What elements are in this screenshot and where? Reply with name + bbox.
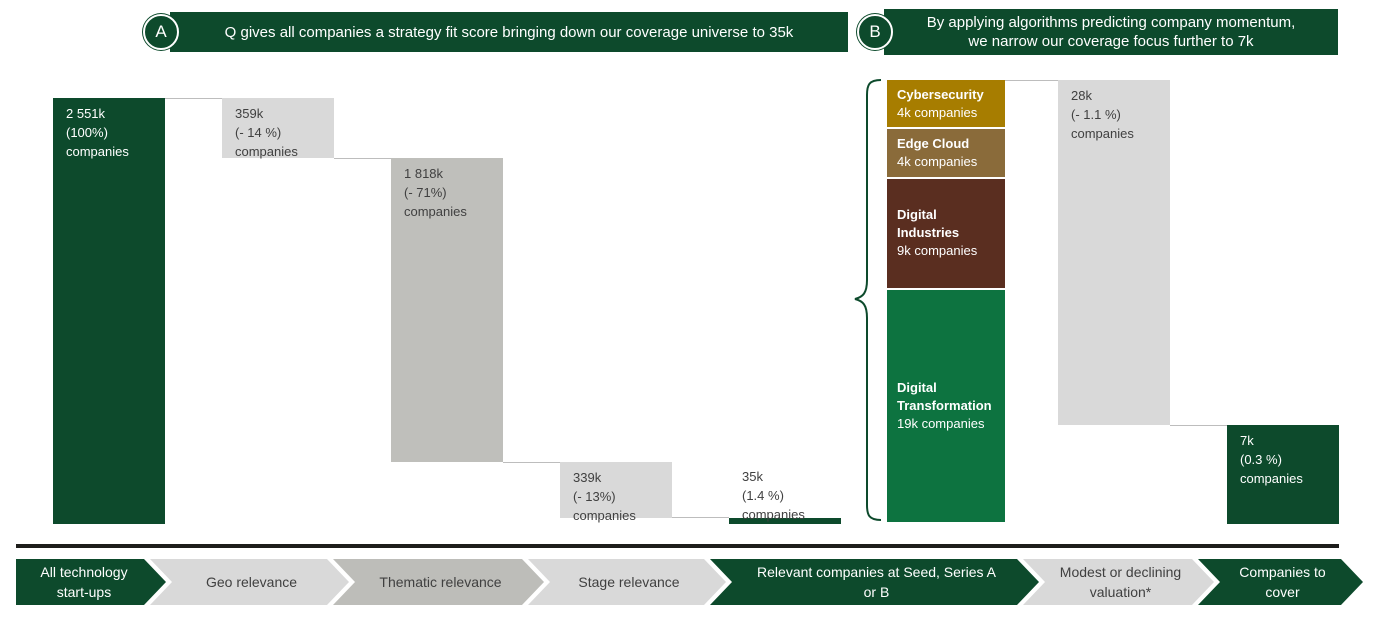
header-a-text: Q gives all companies a strategy fit sco… [224, 23, 794, 41]
bar-1 [222, 98, 334, 158]
segment-edge-cloud: Edge Cloud 4k companies [887, 129, 1005, 177]
connector-a-2 [503, 461, 560, 463]
bar-3 [560, 461, 672, 519]
process-step-label: Modest or declining valuation* [1059, 564, 1182, 600]
brace-icon [854, 79, 882, 521]
header-b-banner: By applying algorithms predicting compan… [884, 9, 1338, 55]
chevron-arrow-icon [150, 559, 349, 605]
connector-b-1 [1170, 425, 1227, 427]
bar-4 [729, 518, 841, 525]
segment-digital-transformation: Digital Transformation 19k companies [887, 289, 1005, 522]
segment-cybersecurity: Cybersecurity 4k companies [887, 80, 1005, 128]
chevron-arrow-icon [333, 559, 544, 605]
bar-2 [391, 157, 503, 462]
segment-value: 9k companies [897, 243, 978, 259]
header-b-badge: B [857, 14, 893, 50]
process-step-4: Relevant companies at Seed, Series A or … [710, 559, 1039, 605]
bar-label-1: 359k (- 14 %) companies [235, 106, 298, 159]
process-step-label: Stage relevance [578, 574, 680, 590]
process-step-5: Modest or declining valuation* [1023, 559, 1214, 605]
connector-a-0 [165, 98, 222, 99]
separator-line [16, 544, 1339, 548]
segment-value: 4k companies [897, 104, 978, 120]
process-step-3: Stage relevance [528, 559, 726, 605]
bar-5 [1058, 80, 1170, 426]
connector-a-1 [334, 157, 391, 159]
bar-0 [53, 98, 165, 524]
segment-name: Digital Industries [897, 207, 960, 241]
process-step-2: Thematic relevance [333, 559, 544, 605]
bar-label-3: 339k (- 13%) companies [573, 469, 636, 523]
bar-label-4: 35k (1.4 %) companies [742, 469, 805, 522]
connector-b-0 [1005, 80, 1058, 81]
header-a-badge-label: A [155, 22, 167, 41]
process-step-label: All technology start-ups [40, 564, 128, 600]
process-step-label: Companies to cover [1239, 564, 1326, 600]
segment-digital-industries: Digital Industries 9k companies [887, 178, 1005, 288]
chevron-arrow-icon [710, 559, 1039, 605]
connector-a-3 [672, 517, 729, 519]
chevron-arrow-icon [16, 559, 166, 605]
bar-6 [1227, 425, 1339, 524]
header-a-banner: Q gives all companies a strategy fit sco… [170, 12, 848, 52]
chevron-arrow-icon [1023, 559, 1214, 605]
bar-label-6: 7k (0.3 %) companies [1240, 433, 1303, 487]
segment-name: Edge Cloud [897, 135, 970, 151]
process-step-label: Geo relevance [205, 574, 298, 590]
process-step-1: Geo relevance [150, 559, 349, 605]
chevron-arrow-icon [1198, 559, 1363, 605]
process-step-6: Companies to cover [1198, 559, 1363, 605]
process-step-0: All technology start-ups [16, 559, 166, 605]
segment-name: Digital Transformation [897, 379, 992, 413]
bar-label-0: 2 551k (100%) companies [66, 106, 129, 159]
header-a-badge: A [143, 14, 179, 50]
process-step-label: Thematic relevance [379, 574, 502, 590]
bar-label-2: 1 818k (- 71%) companies [404, 165, 467, 219]
header-b-text: By applying algorithms predicting compan… [926, 14, 1296, 50]
chevron-arrow-icon [528, 559, 726, 605]
segment-value: 4k companies [897, 153, 978, 169]
process-step-label: Relevant companies at Seed, Series A or … [757, 564, 996, 600]
segment-value: 19k companies [897, 415, 985, 431]
header-b-badge-label: B [869, 22, 881, 41]
segment-name: Cybersecurity [897, 86, 984, 102]
bar-label-5: 28k (- 1.1 %) companies [1071, 88, 1134, 141]
